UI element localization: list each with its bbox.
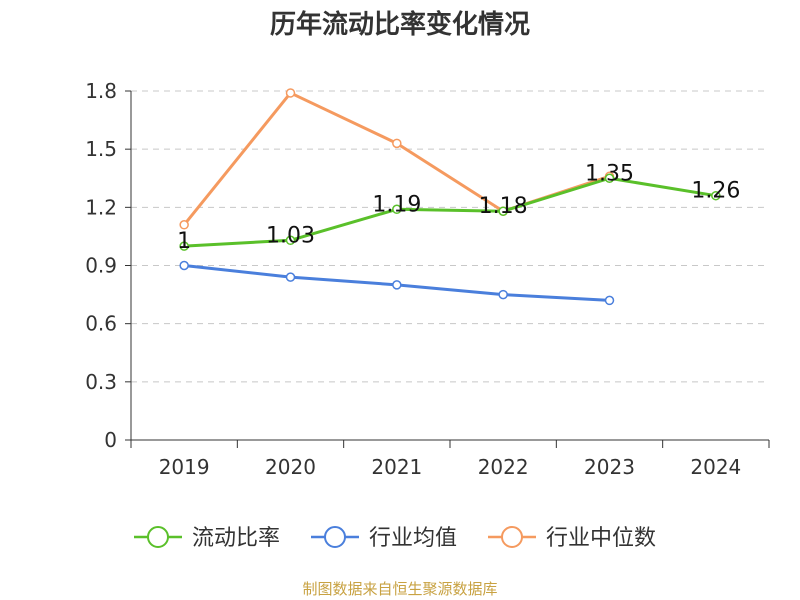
data-point-2 (604, 295, 615, 306)
legend-label-2: 行业均值 (369, 526, 457, 551)
data-point-3 (392, 138, 402, 149)
data-label: 1 (177, 229, 191, 254)
x-tick-label: 2023 (584, 455, 635, 479)
data-point-2 (498, 289, 508, 300)
data-label: 1.18 (479, 194, 528, 219)
data-point-2 (285, 272, 296, 282)
y-tick-label: 0 (104, 428, 117, 452)
data-point-2 (179, 260, 189, 271)
legend-marker-3 (501, 526, 523, 548)
data-label: 1.03 (266, 223, 315, 248)
x-tick-label: 2024 (690, 455, 741, 479)
data-point-3 (179, 220, 189, 230)
data-point-1 (711, 190, 721, 201)
legend-label-1: 流动比率 (192, 526, 280, 551)
data-point-3 (285, 88, 296, 98)
x-tick-label: 2020 (265, 455, 316, 479)
data-label: 1.26 (691, 179, 740, 204)
data-point-1 (285, 235, 296, 246)
x-tick-label: 2022 (478, 455, 529, 479)
y-tick-label: 1.2 (85, 195, 117, 219)
data-point-1 (604, 173, 615, 183)
y-tick-label: 0.9 (85, 254, 117, 278)
source-note: 制图数据来自恒生聚源数据库 (302, 580, 498, 598)
data-point-1 (179, 241, 189, 251)
x-tick-label: 2021 (371, 455, 422, 479)
data-point-2 (392, 280, 402, 290)
y-tick-label: 1.8 (85, 79, 117, 103)
y-tick-label: 1.5 (85, 137, 117, 161)
legend-label-3: 行业中位数 (546, 526, 656, 551)
y-tick-label: 0.6 (85, 312, 117, 336)
y-tick-label: 0.3 (85, 370, 117, 394)
legend-marker-1 (147, 526, 169, 548)
data-label: 1.35 (585, 161, 634, 186)
legend-marker-2 (324, 526, 346, 548)
series-line-1 (184, 176, 717, 248)
data-label: 1.19 (372, 192, 421, 217)
x-tick-label: 2019 (159, 455, 210, 479)
chart-title: 历年流动比率变化情况 (269, 10, 530, 40)
data-point-1 (392, 204, 402, 215)
data-point-1 (498, 206, 508, 216)
